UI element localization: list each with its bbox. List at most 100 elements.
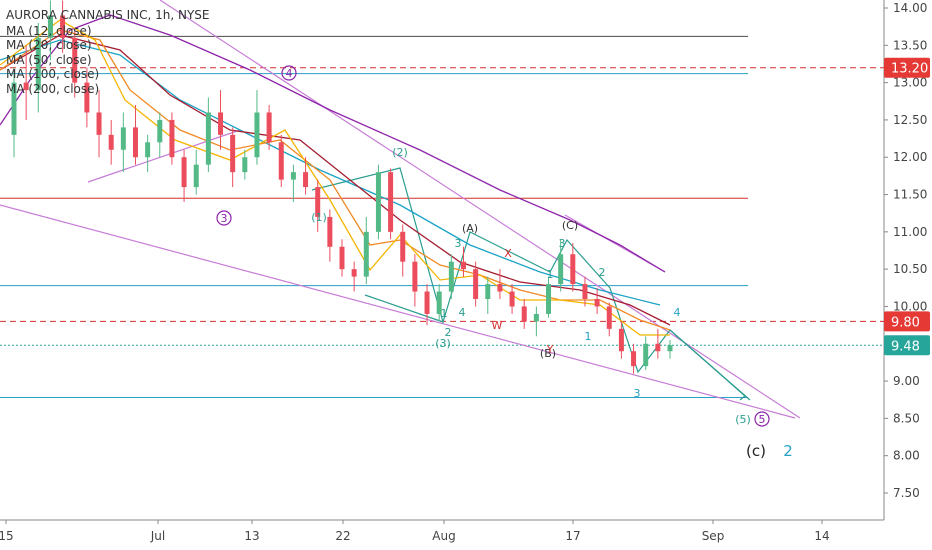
wave-label: (B) bbox=[540, 347, 556, 360]
candle-body[interactable] bbox=[460, 261, 466, 270]
wave-label: 3 bbox=[455, 237, 462, 250]
candle-body[interactable] bbox=[96, 112, 102, 135]
candle-body[interactable] bbox=[35, 37, 41, 91]
candle-body[interactable] bbox=[169, 119, 175, 158]
price-tag-label: 9.48 bbox=[891, 339, 920, 354]
candle-body[interactable] bbox=[473, 269, 479, 299]
ma50-line[interactable] bbox=[0, 34, 671, 326]
wave-label: 1 bbox=[441, 307, 448, 320]
candle-body[interactable] bbox=[546, 284, 552, 314]
wave-label: (1) bbox=[311, 211, 327, 224]
candle-body[interactable] bbox=[72, 37, 78, 83]
candle-body[interactable] bbox=[558, 254, 564, 285]
ma20-line[interactable] bbox=[0, 29, 671, 331]
wave-label: 3 bbox=[559, 237, 566, 250]
wave-label: 3 bbox=[221, 212, 228, 225]
candle-body[interactable] bbox=[643, 343, 649, 367]
candle-body[interactable] bbox=[266, 112, 272, 143]
candle-body[interactable] bbox=[327, 216, 333, 247]
candle-body[interactable] bbox=[570, 254, 576, 285]
candle-body[interactable] bbox=[655, 343, 661, 352]
wave-label: 2 bbox=[599, 266, 606, 279]
price-tick-label: 11.50 bbox=[893, 188, 927, 202]
price-tick-label: 11.00 bbox=[893, 225, 927, 239]
candle-body[interactable] bbox=[618, 328, 624, 352]
candle-body[interactable] bbox=[218, 112, 224, 135]
candle-body[interactable] bbox=[424, 291, 430, 314]
candle-body[interactable] bbox=[363, 231, 369, 277]
wave-label: (C) bbox=[562, 219, 578, 232]
wave-label: (c) bbox=[746, 442, 766, 460]
wave-line[interactable] bbox=[364, 294, 444, 323]
candle-body[interactable] bbox=[375, 172, 381, 232]
ma200-line[interactable] bbox=[0, 14, 666, 273]
wave-label: Y bbox=[546, 343, 554, 356]
price-tick-label: 13.00 bbox=[893, 76, 927, 90]
candle-body[interactable] bbox=[23, 82, 29, 91]
candle-body[interactable] bbox=[181, 157, 187, 188]
price-tick-label: 12.50 bbox=[893, 113, 927, 127]
candle-body[interactable] bbox=[351, 269, 357, 277]
candle-body[interactable] bbox=[606, 306, 612, 329]
wave-label-circle bbox=[281, 65, 297, 81]
candle-body[interactable] bbox=[582, 284, 588, 299]
candle-body[interactable] bbox=[485, 284, 491, 299]
candle-body[interactable] bbox=[254, 112, 260, 158]
price-tick-label: 7.50 bbox=[893, 486, 920, 500]
wave-label: (3) bbox=[435, 337, 451, 350]
candle-body[interactable] bbox=[242, 157, 248, 173]
candle-body[interactable] bbox=[436, 291, 442, 314]
candle-body[interactable] bbox=[193, 164, 199, 188]
candle-body[interactable] bbox=[108, 134, 114, 150]
candle-body[interactable] bbox=[521, 306, 527, 322]
candle-body[interactable] bbox=[47, 15, 53, 38]
candle-body[interactable] bbox=[120, 127, 126, 150]
time-tick-label: 14 bbox=[814, 529, 829, 543]
candle-body[interactable] bbox=[303, 172, 309, 188]
time-tick-label: Jul bbox=[150, 529, 165, 543]
candle-body[interactable] bbox=[132, 127, 138, 158]
price-tick-label: 10.50 bbox=[893, 262, 927, 276]
candle-body[interactable] bbox=[448, 261, 454, 292]
wave-label: 2 bbox=[445, 326, 452, 339]
ma12-line[interactable] bbox=[0, 19, 670, 336]
candle-body[interactable] bbox=[400, 231, 406, 262]
trendline[interactable] bbox=[0, 204, 796, 419]
wave-label: X bbox=[504, 247, 512, 260]
candle-body[interactable] bbox=[60, 15, 66, 38]
candle-body[interactable] bbox=[497, 284, 503, 292]
wave-label: (A) bbox=[462, 222, 478, 235]
trendline[interactable] bbox=[87, 129, 241, 183]
candle-body[interactable] bbox=[290, 172, 296, 180]
candle-body[interactable] bbox=[205, 112, 211, 165]
time-tick-label: Aug bbox=[432, 529, 455, 543]
candle-body[interactable] bbox=[594, 299, 600, 307]
candle-body[interactable] bbox=[11, 82, 17, 135]
candle-body[interactable] bbox=[533, 313, 539, 322]
candle-body[interactable] bbox=[667, 345, 673, 352]
candle-body[interactable] bbox=[509, 291, 515, 307]
wave-line[interactable] bbox=[669, 329, 746, 401]
wave-label: 1 bbox=[585, 330, 592, 343]
candle-body[interactable] bbox=[157, 119, 163, 143]
candle-body[interactable] bbox=[278, 142, 284, 180]
price-tag-label: 13.20 bbox=[891, 62, 928, 77]
price-tick-label: 10.00 bbox=[893, 299, 927, 313]
time-tick-label: Sep bbox=[702, 529, 725, 543]
candle-body[interactable] bbox=[84, 82, 90, 113]
wave-label: W bbox=[492, 319, 503, 332]
candle-body[interactable] bbox=[145, 142, 151, 158]
price-tick-label: 8.00 bbox=[893, 449, 920, 463]
candle-body[interactable] bbox=[631, 351, 637, 367]
candle-body[interactable] bbox=[388, 172, 394, 232]
trendline[interactable] bbox=[159, 0, 801, 419]
wave-label: 5 bbox=[759, 413, 766, 426]
candle-body[interactable] bbox=[315, 187, 321, 217]
candle-body[interactable] bbox=[412, 261, 418, 292]
price-tick-label: 13.50 bbox=[893, 38, 927, 52]
candle-body[interactable] bbox=[230, 134, 236, 173]
candle-body[interactable] bbox=[339, 246, 345, 270]
wave-label: 4 bbox=[674, 306, 681, 319]
